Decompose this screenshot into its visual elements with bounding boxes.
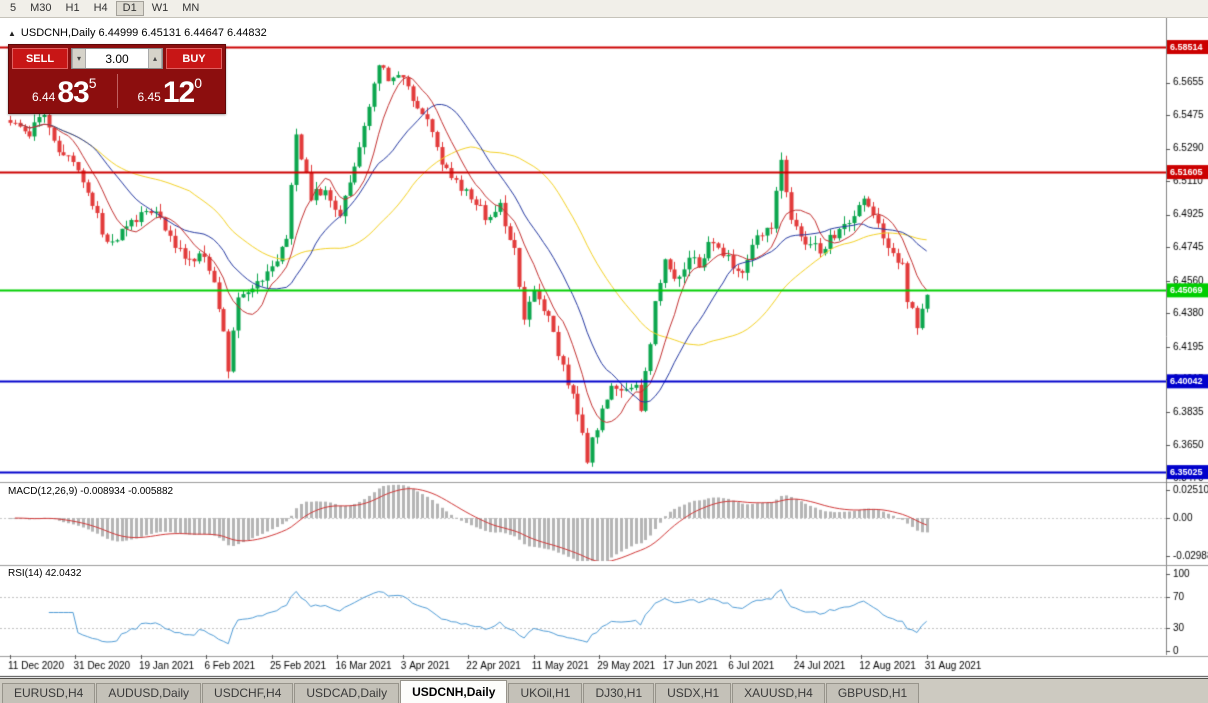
buy-price-pipette: 0 [194, 75, 203, 91]
volume-increase-icon[interactable]: ▴ [148, 49, 162, 68]
chart-tabs-bar: EURUSD,H4 AUDUSD,Daily USDCHF,H4 USDCAD,… [0, 678, 1208, 703]
timeframe-m30[interactable]: M30 [30, 2, 52, 14]
timeframe-h1[interactable]: H1 [65, 2, 80, 14]
tab-audusd-daily[interactable]: AUDUSD,Daily [96, 683, 202, 703]
tab-usdchf-h4[interactable]: USDCHF,H4 [202, 683, 294, 703]
chart-title: ▲ USDCNH,Daily 6.44999 6.45131 6.44647 6… [8, 27, 267, 39]
macd-label: MACD(12,26,9) -0.008934 -0.005882 [8, 486, 174, 497]
timeframe-mn[interactable]: MN [182, 2, 200, 14]
buy-price[interactable]: 6.45 12 0 [118, 72, 223, 110]
trade-controls-row: SELL ▾ ▴ BUY [12, 48, 222, 69]
sell-price-prefix: 6.44 [31, 90, 56, 104]
tab-xauusd-h4[interactable]: XAUUSD,H4 [732, 683, 825, 703]
tab-usdx-h1[interactable]: USDX,H1 [655, 683, 732, 703]
tab-eurusd-h4[interactable]: EURUSD,H4 [2, 683, 96, 703]
volume-decrease-icon[interactable]: ▾ [72, 49, 86, 68]
tab-usdcad-daily[interactable]: USDCAD,Daily [294, 683, 400, 703]
sell-price[interactable]: 6.44 83 5 [12, 72, 117, 110]
chart-area: ▲ USDCNH,Daily 6.44999 6.45131 6.44647 6… [0, 18, 1208, 678]
tab-gbpusd-h1[interactable]: GBPUSD,H1 [825, 683, 920, 703]
buy-price-big-digits: 12 [162, 76, 195, 109]
timeframe-h4[interactable]: H4 [93, 2, 108, 14]
one-click-collapse-icon[interactable]: ▲ [8, 28, 16, 38]
price-divider [116, 74, 118, 108]
one-click-trading-panel: SELL ▾ ▴ BUY 6.44 83 5 6.45 12 0 [8, 44, 226, 114]
buy-price-prefix: 6.45 [137, 90, 161, 104]
volume-input[interactable] [86, 49, 148, 68]
tab-dj30-h1[interactable]: DJ30,H1 [583, 683, 655, 703]
price-chart-canvas[interactable] [0, 18, 1208, 678]
volume-control: ▾ ▴ [71, 48, 163, 69]
buy-button[interactable]: BUY [166, 48, 222, 69]
rsi-label: RSI(14) 42.0432 [8, 568, 82, 579]
tab-usdcnh-daily[interactable]: USDCNH,Daily [400, 680, 508, 703]
tab-ukoil-h1[interactable]: UKOil,H1 [508, 683, 583, 703]
timeframe-w1[interactable]: W1 [151, 2, 169, 14]
timeframe-d1[interactable]: D1 [115, 1, 144, 16]
sell-price-pipette: 5 [88, 75, 97, 91]
timeframe-m5[interactable]: 5 [10, 2, 17, 14]
sell-button[interactable]: SELL [12, 48, 68, 69]
sell-price-big-digits: 83 [57, 76, 89, 109]
timeframe-toolbar: 5 M30 H1 H4 D1 W1 MN [0, 0, 1208, 18]
trade-prices-row: 6.44 83 5 6.45 12 0 [12, 72, 222, 110]
chart-ohlc-text: USDCNH,Daily 6.44999 6.45131 6.44647 6.4… [20, 27, 267, 39]
